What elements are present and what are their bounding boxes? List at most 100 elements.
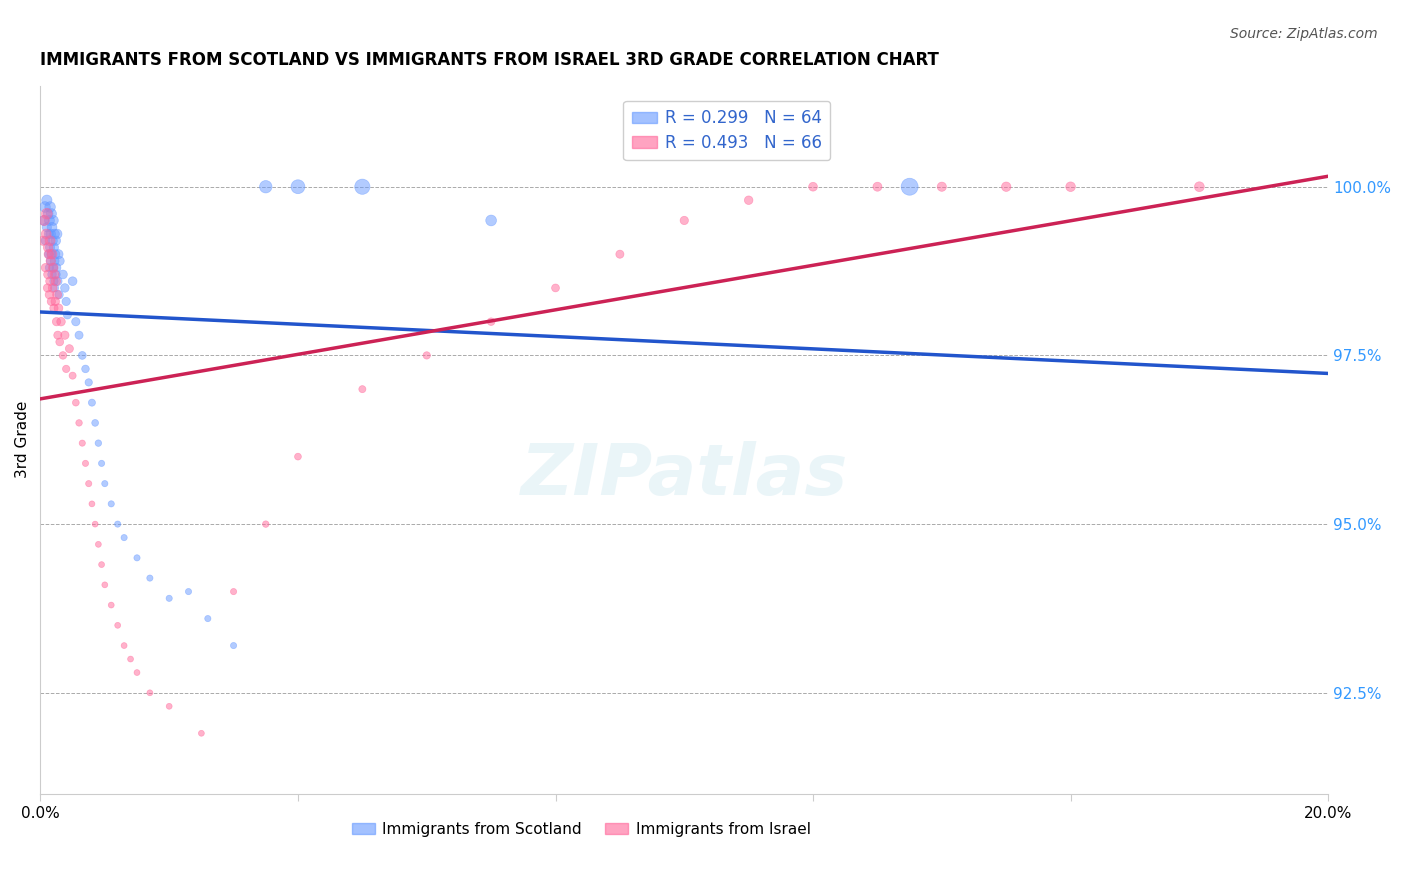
Point — [65, 395, 87, 409]
Point — [931, 179, 953, 194]
Point — [609, 247, 631, 261]
Point — [1059, 179, 1081, 194]
Point — [48, 334, 70, 349]
Point — [37, 281, 59, 295]
Point — [34, 234, 56, 248]
Point — [41, 220, 63, 235]
Point — [39, 200, 62, 214]
Point — [46, 274, 69, 288]
Point — [32, 213, 55, 227]
Point — [139, 686, 162, 700]
Point — [42, 240, 65, 254]
Point — [125, 550, 148, 565]
Point — [41, 247, 63, 261]
Point — [479, 315, 502, 329]
Point — [139, 571, 162, 585]
Point — [75, 456, 97, 470]
Point — [44, 254, 66, 268]
Point — [45, 315, 67, 329]
Point — [100, 598, 122, 612]
Point — [737, 193, 759, 207]
Point — [41, 234, 63, 248]
Point — [44, 227, 66, 241]
Point — [157, 699, 180, 714]
Point — [38, 260, 60, 275]
Point — [39, 254, 62, 268]
Point — [38, 227, 60, 241]
Point — [77, 376, 100, 390]
Point — [87, 436, 110, 450]
Point — [177, 584, 200, 599]
Point — [866, 179, 889, 194]
Point — [55, 294, 77, 309]
Legend: Immigrants from Scotland, Immigrants from Israel: Immigrants from Scotland, Immigrants fro… — [346, 816, 817, 843]
Point — [80, 395, 103, 409]
Point — [32, 234, 55, 248]
Point — [52, 268, 75, 282]
Point — [77, 476, 100, 491]
Point — [112, 639, 135, 653]
Point — [94, 476, 117, 491]
Point — [39, 234, 62, 248]
Point — [90, 558, 112, 572]
Point — [107, 517, 129, 532]
Point — [37, 240, 59, 254]
Point — [479, 213, 502, 227]
Point — [58, 342, 80, 356]
Point — [39, 227, 62, 241]
Point — [38, 287, 60, 301]
Point — [94, 578, 117, 592]
Point — [48, 247, 70, 261]
Point — [87, 537, 110, 551]
Point — [112, 531, 135, 545]
Point — [39, 274, 62, 288]
Point — [38, 247, 60, 261]
Point — [38, 247, 60, 261]
Point — [42, 213, 65, 227]
Point — [38, 213, 60, 227]
Point — [72, 436, 94, 450]
Point — [41, 294, 63, 309]
Point — [34, 200, 56, 214]
Point — [254, 179, 277, 194]
Point — [352, 179, 374, 194]
Point — [898, 179, 921, 194]
Point — [39, 254, 62, 268]
Point — [41, 207, 63, 221]
Text: Source: ZipAtlas.com: Source: ZipAtlas.com — [1230, 27, 1378, 41]
Point — [45, 268, 67, 282]
Point — [52, 348, 75, 362]
Point — [35, 227, 58, 241]
Point — [673, 213, 696, 227]
Point — [84, 416, 107, 430]
Point — [65, 315, 87, 329]
Point — [120, 652, 142, 666]
Point — [416, 348, 439, 362]
Point — [32, 213, 55, 227]
Point — [55, 362, 77, 376]
Point — [67, 416, 90, 430]
Point — [48, 254, 70, 268]
Point — [544, 281, 567, 295]
Text: IMMIGRANTS FROM SCOTLAND VS IMMIGRANTS FROM ISRAEL 3RD GRADE CORRELATION CHART: IMMIGRANTS FROM SCOTLAND VS IMMIGRANTS F… — [41, 51, 939, 69]
Point — [995, 179, 1018, 194]
Point — [44, 294, 66, 309]
Point — [157, 591, 180, 606]
Point — [222, 639, 245, 653]
Point — [46, 227, 69, 241]
Point — [37, 268, 59, 282]
Point — [222, 584, 245, 599]
Point — [35, 220, 58, 235]
Point — [48, 301, 70, 315]
Point — [90, 456, 112, 470]
Point — [56, 308, 79, 322]
Point — [287, 179, 309, 194]
Text: ZIPatlas: ZIPatlas — [520, 441, 848, 509]
Point — [35, 193, 58, 207]
Point — [44, 268, 66, 282]
Point — [67, 328, 90, 343]
Point — [42, 260, 65, 275]
Point — [72, 348, 94, 362]
Point — [46, 287, 69, 301]
Point — [42, 260, 65, 275]
